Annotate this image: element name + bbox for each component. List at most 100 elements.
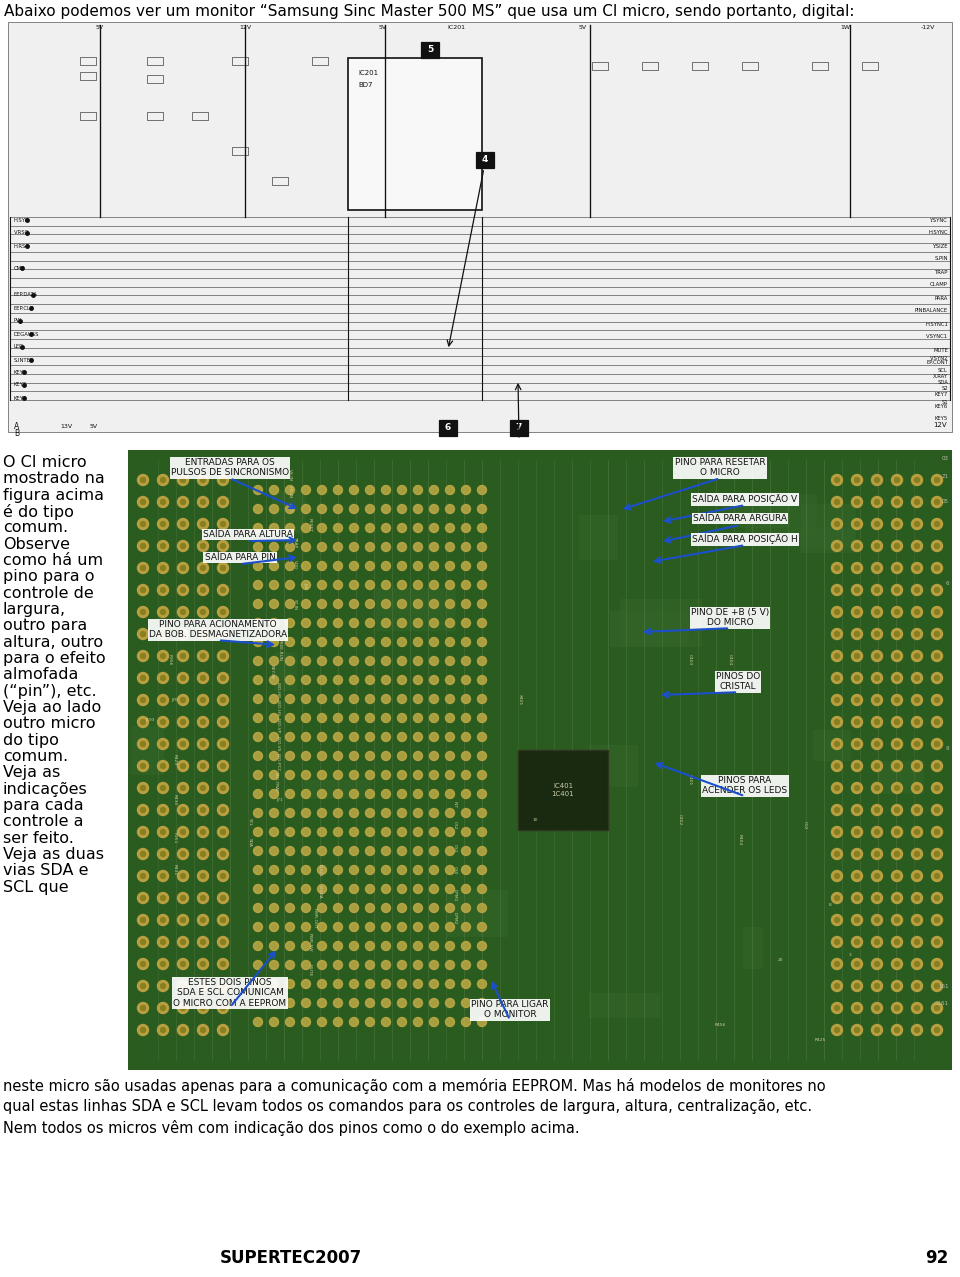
Circle shape <box>872 695 882 705</box>
Circle shape <box>178 540 188 552</box>
Text: D-SDA: D-SDA <box>318 885 322 899</box>
Circle shape <box>414 543 422 552</box>
Circle shape <box>140 807 146 812</box>
Bar <box>147 75 163 83</box>
Circle shape <box>462 885 470 894</box>
Circle shape <box>349 695 358 704</box>
Circle shape <box>253 524 262 533</box>
Text: J5K: J5K <box>303 581 307 589</box>
Circle shape <box>349 733 358 742</box>
Circle shape <box>397 827 406 836</box>
Text: SAÍDA PARA POSIÇÃO V: SAÍDA PARA POSIÇÃO V <box>692 494 798 504</box>
Circle shape <box>931 848 943 859</box>
Circle shape <box>270 656 278 665</box>
Circle shape <box>831 805 843 816</box>
Circle shape <box>892 914 902 926</box>
Circle shape <box>285 599 295 609</box>
Circle shape <box>852 826 862 838</box>
Circle shape <box>221 521 226 526</box>
Circle shape <box>892 1024 902 1036</box>
Circle shape <box>157 585 169 595</box>
Circle shape <box>333 485 343 494</box>
Circle shape <box>218 585 228 595</box>
Text: S1: S1 <box>941 400 948 405</box>
Circle shape <box>831 607 843 618</box>
Circle shape <box>366 885 374 894</box>
Text: 6: 6 <box>444 424 451 433</box>
Circle shape <box>140 962 146 967</box>
Circle shape <box>414 618 422 627</box>
Circle shape <box>366 714 374 723</box>
Text: controle de: controle de <box>3 586 94 600</box>
Circle shape <box>892 518 902 530</box>
Circle shape <box>429 543 439 552</box>
Circle shape <box>270 770 278 779</box>
Circle shape <box>911 518 923 530</box>
Circle shape <box>218 826 228 838</box>
Text: C404: C404 <box>728 654 732 665</box>
Circle shape <box>915 654 920 659</box>
Circle shape <box>218 981 228 991</box>
Circle shape <box>854 983 859 988</box>
Circle shape <box>318 599 326 609</box>
Circle shape <box>201 785 205 790</box>
Circle shape <box>852 562 862 573</box>
Circle shape <box>381 827 391 836</box>
Text: LED: LED <box>14 345 24 350</box>
Circle shape <box>160 742 165 747</box>
Circle shape <box>198 738 208 750</box>
Circle shape <box>931 716 943 728</box>
Circle shape <box>333 618 343 627</box>
Circle shape <box>477 676 487 684</box>
Circle shape <box>180 742 185 747</box>
Circle shape <box>333 827 343 836</box>
Circle shape <box>875 962 879 967</box>
Circle shape <box>270 789 278 798</box>
Bar <box>745 494 817 538</box>
Circle shape <box>831 497 843 507</box>
Circle shape <box>157 848 169 859</box>
Circle shape <box>198 628 208 640</box>
Circle shape <box>160 676 165 681</box>
Circle shape <box>895 1028 900 1033</box>
Circle shape <box>429 999 439 1008</box>
Circle shape <box>285 808 295 817</box>
Text: V.RSO: V.RSO <box>14 231 30 235</box>
Circle shape <box>831 936 843 948</box>
Circle shape <box>462 808 470 817</box>
Circle shape <box>477 979 487 988</box>
Circle shape <box>414 922 422 931</box>
Circle shape <box>911 562 923 573</box>
Circle shape <box>333 847 343 856</box>
Circle shape <box>157 805 169 816</box>
Circle shape <box>834 785 839 790</box>
Text: 5V: 5V <box>379 26 387 29</box>
Circle shape <box>285 789 295 798</box>
Circle shape <box>270 695 278 704</box>
Circle shape <box>253 562 262 571</box>
Text: ENTRADAS PARA OS
PULSOS DE SINCRONISMO: ENTRADAS PARA OS PULSOS DE SINCRONISMO <box>171 458 289 478</box>
Circle shape <box>221 632 226 636</box>
Circle shape <box>349 714 358 723</box>
Circle shape <box>852 738 862 750</box>
Circle shape <box>445 524 454 533</box>
Circle shape <box>201 521 205 526</box>
Circle shape <box>301 676 310 684</box>
Text: BD7: BD7 <box>358 82 372 88</box>
Text: 10: 10 <box>532 819 538 822</box>
Text: SCL: SCL <box>248 819 252 826</box>
Circle shape <box>218 761 228 771</box>
Circle shape <box>218 695 228 705</box>
Circle shape <box>934 742 940 747</box>
Circle shape <box>397 504 406 513</box>
Circle shape <box>157 783 169 793</box>
Text: pino para o: pino para o <box>3 570 94 585</box>
Circle shape <box>414 904 422 913</box>
Circle shape <box>831 628 843 640</box>
Bar <box>376 587 456 631</box>
Circle shape <box>875 719 879 724</box>
Circle shape <box>477 637 487 646</box>
Circle shape <box>201 478 205 483</box>
Circle shape <box>333 885 343 894</box>
Circle shape <box>333 1018 343 1027</box>
